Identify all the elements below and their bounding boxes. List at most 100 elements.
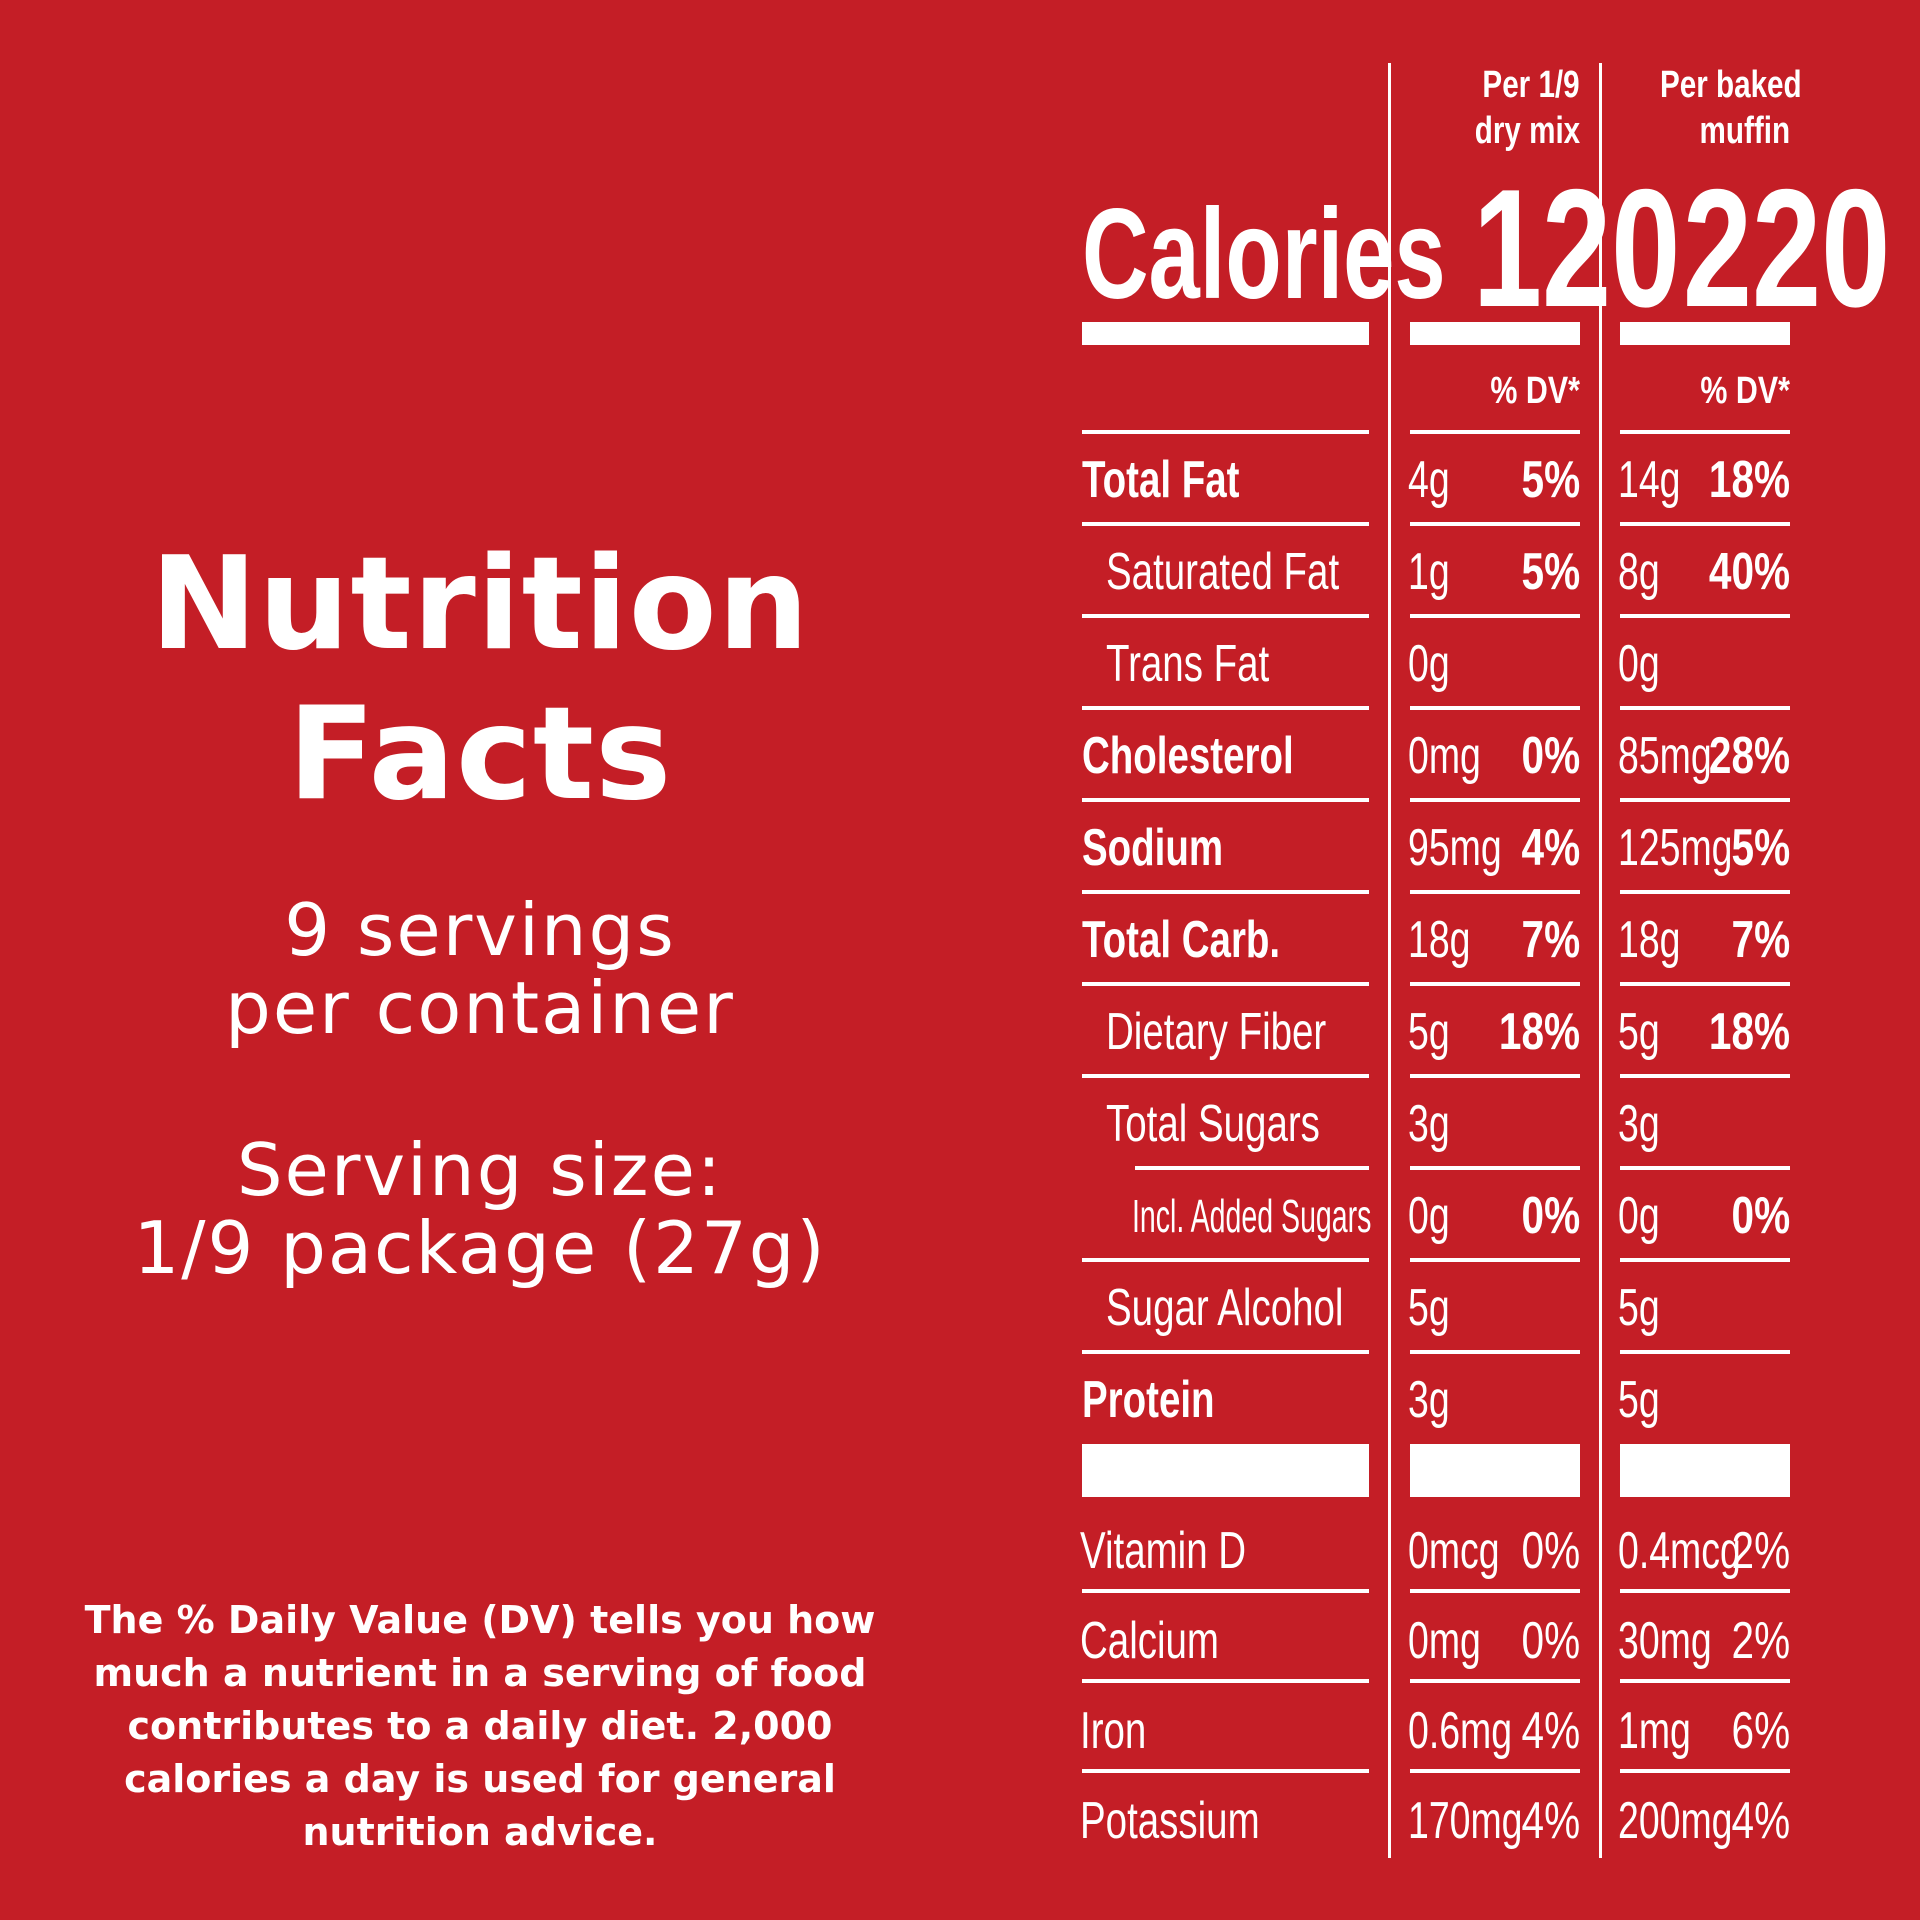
daily-value-footnote: The % Daily Value (DV) tells you how muc… [70, 1594, 890, 1859]
dry-mix-percent-dv [1470, 1354, 1580, 1446]
row-separator [1410, 1589, 1580, 1593]
muffin-amount: 0g [1618, 1187, 1660, 1245]
vitamins-divider-bar [1620, 1444, 1790, 1497]
nutrient-label: Total Sugars [1106, 1095, 1320, 1153]
muffin-percent-dv: 40% [1708, 543, 1790, 601]
vitamin-label: Potassium [1080, 1792, 1260, 1850]
muffin-amount: 5g [1618, 1371, 1660, 1429]
row-separator [1620, 890, 1790, 894]
muffin-percent-dv: 4% [1731, 1792, 1790, 1850]
calories-label: Calories [1082, 183, 1446, 326]
vitamin-label: Vitamin D [1080, 1522, 1247, 1580]
row-separator [1410, 798, 1580, 802]
servings-per-container-line2: per container [225, 966, 735, 1050]
dry-mix-amount: 0mcg [1408, 1522, 1500, 1580]
row-separator [1082, 1589, 1369, 1593]
dry-mix-percent-dv [1470, 1078, 1580, 1170]
dry-mix-percent-dv: 18% [1498, 1003, 1580, 1061]
dry-mix-amount: 4g [1408, 451, 1450, 509]
nutrient-label: Sugar Alcohol [1106, 1279, 1344, 1337]
nutrient-label: Sodium [1082, 819, 1224, 877]
row-separator [1620, 1679, 1790, 1683]
vitamins-divider-bar [1082, 1444, 1369, 1497]
row-separator [1620, 798, 1790, 802]
footnote-line: contributes to a daily diet. 2,000 [127, 1704, 833, 1748]
nutrient-label: Dietary Fiber [1106, 1003, 1327, 1061]
muffin-amount: 85mg [1618, 727, 1712, 785]
dry-mix-amount: 0.6mg [1408, 1702, 1513, 1760]
row-separator [1082, 1258, 1369, 1262]
muffin-percent-dv [1680, 1354, 1790, 1446]
footnote-line: The % Daily Value (DV) tells you how [84, 1598, 876, 1642]
dry-mix-percent-dv: 0% [1521, 1187, 1580, 1245]
muffin-percent-dv: 2% [1731, 1522, 1790, 1580]
nutrient-label: Cholesterol [1082, 727, 1294, 785]
row-separator [1410, 1350, 1580, 1354]
percent-dv-header: % DV* [1490, 370, 1580, 412]
row-separator [1620, 614, 1790, 618]
row-separator [1410, 1166, 1580, 1170]
muffin-percent-dv: 2% [1731, 1612, 1790, 1670]
serving-size-label: Serving size: [236, 1128, 724, 1212]
dry-mix-percent-dv: 4% [1521, 1702, 1580, 1760]
muffin-percent-dv: 5% [1731, 819, 1790, 877]
dry-mix-percent-dv: 5% [1521, 451, 1580, 509]
row-separator [1082, 430, 1369, 434]
muffin-percent-dv: 28% [1708, 727, 1790, 785]
dry-mix-amount: 0mg [1408, 727, 1481, 785]
row-separator [1620, 706, 1790, 710]
muffin-percent-dv: 18% [1708, 451, 1790, 509]
footnote-line: calories a day is used for general [124, 1757, 836, 1801]
row-separator [1082, 522, 1369, 526]
row-separator [1620, 522, 1790, 526]
row-separator [1082, 1074, 1369, 1078]
row-separator [1410, 706, 1580, 710]
nutrient-label: Saturated Fat [1106, 543, 1340, 601]
row-separator [1620, 430, 1790, 434]
title-nutrition: Nutrition [150, 530, 810, 679]
row-separator [1620, 1350, 1790, 1354]
serving-size-value: 1/9 package (27g) [133, 1206, 827, 1290]
vitamins-divider-bar [1410, 1444, 1580, 1497]
calories-divider-bar [1620, 322, 1790, 345]
nutrient-label: Total Fat [1082, 451, 1240, 509]
muffin-amount: 3g [1618, 1095, 1660, 1153]
row-separator [1620, 982, 1790, 986]
nutrient-label: Incl. Added Sugars [1132, 1190, 1372, 1242]
footnote-line: nutrition advice. [302, 1810, 658, 1854]
dry-mix-percent-dv: 4% [1521, 1792, 1580, 1850]
nutrient-label: Trans Fat [1106, 635, 1270, 693]
muffin-amount: 200mg [1618, 1792, 1733, 1850]
row-separator [1135, 1166, 1369, 1170]
row-separator [1082, 1350, 1369, 1354]
row-separator [1410, 522, 1580, 526]
dry-mix-amount: 0g [1408, 1187, 1450, 1245]
column-header-baked-muffin: Per baked muffin [1659, 64, 1802, 152]
row-separator [1410, 430, 1580, 434]
column-divider [1599, 63, 1602, 1858]
row-separator [1082, 614, 1369, 618]
calories-divider-bar [1082, 322, 1369, 345]
dry-mix-amount: 170mg [1408, 1792, 1523, 1850]
dry-mix-percent-dv: 5% [1521, 543, 1580, 601]
calories-baked-muffin: 220 [1682, 154, 1891, 342]
row-separator [1620, 1074, 1790, 1078]
row-separator [1410, 890, 1580, 894]
dry-mix-percent-dv: 4% [1521, 819, 1580, 877]
muffin-percent-dv [1680, 1262, 1790, 1354]
muffin-amount: 18g [1618, 911, 1681, 969]
muffin-amount: 5g [1618, 1279, 1660, 1337]
servings-per-container-line1: 9 servings [284, 888, 676, 972]
column-divider [1388, 63, 1391, 1858]
nutrient-label: Protein [1082, 1371, 1215, 1429]
calories-divider-bar [1410, 322, 1580, 345]
muffin-amount: 5g [1618, 1003, 1660, 1061]
muffin-percent-dv: 18% [1708, 1003, 1790, 1061]
dry-mix-percent-dv: 0% [1521, 727, 1580, 785]
muffin-amount: 125mg [1618, 819, 1733, 877]
dry-mix-percent-dv [1470, 1262, 1580, 1354]
muffin-amount: 0g [1618, 635, 1660, 693]
dry-mix-amount: 18g [1408, 911, 1471, 969]
vitamin-label: Iron [1080, 1702, 1147, 1760]
row-separator [1082, 890, 1369, 894]
